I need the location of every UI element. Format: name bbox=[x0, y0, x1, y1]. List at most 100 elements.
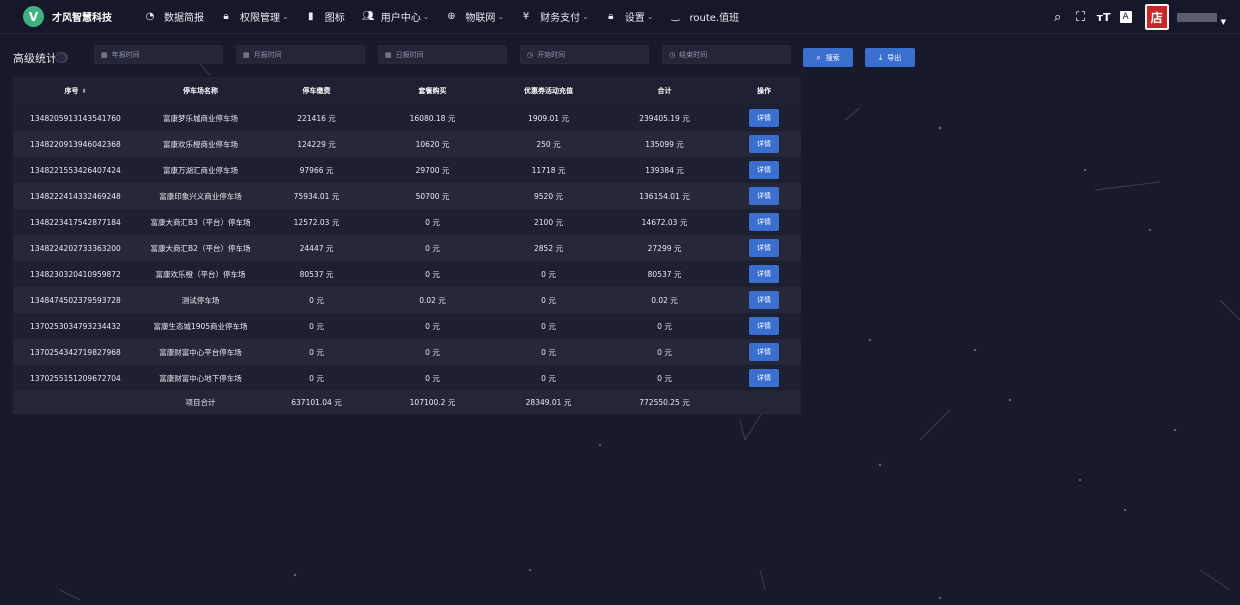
detail-button[interactable]: 详情 bbox=[749, 291, 779, 309]
brand[interactable]: V 才风智慧科技 bbox=[23, 6, 145, 27]
table-footer-row: 项目合计 637101.04 元 107100.2 元 28349.01 元 7… bbox=[13, 391, 801, 414]
day-report-input[interactable] bbox=[395, 50, 496, 59]
cell-total: 135099 元 bbox=[645, 139, 684, 149]
cell-name: 富康印象兴义商业停车场 bbox=[159, 191, 242, 201]
brand-name: 才风智慧科技 bbox=[52, 13, 112, 24]
calendar-icon: ▦ bbox=[101, 50, 108, 59]
top-navigation-bar: V 才风智慧科技 ◔ 数据简报 🔒︎ 权限管理 ⌄ ▮ 图标 👥︎ 用户中心 ⌄ ⊕ 物联网 ⌄ ¥ 财务支… bbox=[0, 0, 1240, 34]
cell-id: 1348220913946042368 bbox=[30, 139, 121, 149]
year-report-date-picker[interactable]: ▦ bbox=[94, 45, 223, 64]
cell-total: 80537 元 bbox=[647, 269, 682, 279]
footer-grand-total: 772550.25 元 bbox=[639, 398, 690, 407]
nav-item-3[interactable]: 👥︎ 用户中心 ⌄ bbox=[362, 9, 430, 24]
year-report-input[interactable] bbox=[111, 50, 212, 59]
user-name-blurred[interactable] bbox=[1176, 12, 1217, 22]
nav-item-5[interactable]: ¥ 财务支付 ⌄ bbox=[521, 9, 589, 24]
nav-item-7[interactable]: ‿ route.值班 bbox=[671, 9, 739, 24]
cell-package: 10620 元 bbox=[415, 139, 450, 149]
cell-parking-fee: 12572.03 元 bbox=[293, 217, 340, 227]
cell-parking-fee: 97966 元 bbox=[299, 165, 334, 175]
cell-coupon: 1909.01 元 bbox=[528, 113, 569, 123]
cell-name: 富康欢乐橙（平台）停车场 bbox=[155, 269, 246, 279]
advanced-stats-toggle[interactable] bbox=[55, 52, 68, 63]
cell-action: 详情 bbox=[727, 339, 801, 365]
search-button[interactable]: ⌕ 搜索 bbox=[803, 48, 853, 67]
detail-button[interactable]: 详情 bbox=[749, 109, 779, 127]
cell-total: 14672.03 元 bbox=[641, 217, 688, 227]
end-time-picker[interactable]: ◷ bbox=[662, 45, 791, 64]
cell-name: 富康大商汇B2（平台）停车场 bbox=[150, 243, 251, 253]
export-button[interactable]: ⤓ 导出 bbox=[865, 48, 915, 67]
table-row: 1370254342719827968 富康财富中心平台停车场 0 元 0 元 0 元 0… bbox=[13, 339, 801, 365]
cell-total: 136154.01 元 bbox=[639, 191, 690, 201]
detail-button[interactable]: 详情 bbox=[749, 135, 779, 153]
cell-package: 50700 元 bbox=[415, 191, 450, 201]
footer-coupon-total: 28349.01 元 bbox=[525, 398, 572, 407]
nav-item-label: 权限管理 bbox=[240, 13, 280, 24]
month-report-date-picker[interactable]: ▦ bbox=[236, 45, 365, 64]
detail-button[interactable]: 详情 bbox=[749, 187, 779, 205]
nav-item-label: 用户中心 bbox=[380, 13, 421, 24]
cell-id: 1370255151209672704 bbox=[30, 373, 121, 383]
cell-name: 测试停车场 bbox=[181, 295, 220, 305]
cell-total: 0 元 bbox=[657, 321, 672, 331]
column-header-id[interactable]: 序号 ⬍ bbox=[64, 87, 87, 95]
calendar-icon: ▦ bbox=[243, 50, 250, 59]
detail-button[interactable]: 详情 bbox=[749, 265, 779, 283]
cell-name: 富康大商汇B3（平台）停车场 bbox=[150, 217, 251, 227]
cell-package: 16080.18 元 bbox=[409, 113, 456, 123]
user-menu-caret-icon[interactable]: ▼ bbox=[1220, 18, 1226, 26]
search-icon[interactable]: ⌕ bbox=[1053, 9, 1062, 25]
end-time-input[interactable] bbox=[679, 50, 780, 59]
column-header-coupon: 优惠券活动充值 bbox=[524, 87, 573, 95]
footer-label: 项目合计 bbox=[185, 398, 216, 407]
cell-total: 239405.19 元 bbox=[639, 113, 690, 123]
cell-parking-fee: 0 元 bbox=[309, 373, 324, 383]
yen-icon: ¥ bbox=[522, 11, 530, 22]
icon-icon: ▮ bbox=[307, 11, 314, 22]
month-report-input[interactable] bbox=[253, 50, 354, 59]
nav-item-0[interactable]: ◔ 数据简报 bbox=[145, 9, 204, 24]
download-icon: ⤓ bbox=[878, 52, 883, 62]
detail-button[interactable]: 详情 bbox=[749, 239, 779, 257]
cell-package: 29700 元 bbox=[415, 165, 450, 175]
cell-action: 详情 bbox=[727, 287, 801, 313]
nav-item-label: 数据简报 bbox=[164, 13, 204, 24]
table-row: 1348205913143541760 富康梦乐城商业停车场 221416 元 160… bbox=[13, 105, 801, 131]
cell-package: 0 元 bbox=[425, 347, 440, 357]
cell-parking-fee: 75934.01 元 bbox=[293, 191, 340, 201]
nav-item-label: 物联网 bbox=[465, 13, 496, 24]
cell-parking-fee: 80537 元 bbox=[299, 269, 334, 279]
cell-id: 1348221553426407424 bbox=[30, 165, 121, 175]
cell-name: 富康财富中心地下停车场 bbox=[159, 373, 242, 383]
chevron-down-icon: ⌄ bbox=[497, 12, 505, 21]
filter-bar: 高级统计 ▦ ▦ ▦ ◷ ◷ ⌕ 搜索 ⤓ 导出 bbox=[0, 44, 1240, 70]
nav-item-4[interactable]: ⊕ 物联网 ⌄ bbox=[446, 9, 504, 24]
start-time-picker[interactable]: ◷ bbox=[520, 45, 649, 64]
day-report-date-picker[interactable]: ▦ bbox=[378, 45, 507, 64]
chevron-down-icon: ⌄ bbox=[422, 12, 430, 21]
sort-icon[interactable]: ⬍ bbox=[81, 88, 87, 95]
translate-icon[interactable]: A bbox=[1119, 11, 1132, 23]
cell-coupon: 11718 元 bbox=[531, 165, 566, 175]
avatar[interactable]: 店 bbox=[1144, 4, 1169, 30]
cell-action: 详情 bbox=[727, 365, 801, 391]
detail-button[interactable]: 详情 bbox=[749, 161, 779, 179]
detail-button[interactable]: 详情 bbox=[749, 317, 779, 335]
table-row: 1348221553426407424 富康万湖汇商业停车场 97966 元 2970… bbox=[13, 157, 801, 183]
nav-item-1[interactable]: 🔒︎ 权限管理 ⌄ bbox=[221, 9, 288, 24]
cell-total: 0 元 bbox=[657, 347, 672, 357]
column-header-name: 停车场名称 bbox=[183, 87, 218, 95]
detail-button[interactable]: 详情 bbox=[749, 343, 779, 361]
detail-button[interactable]: 详情 bbox=[749, 213, 779, 231]
detail-button[interactable]: 详情 bbox=[749, 369, 779, 387]
fullscreen-icon[interactable]: ⛶ bbox=[1076, 9, 1086, 25]
start-time-input[interactable] bbox=[537, 50, 638, 59]
font-size-icon[interactable]: ᴛT bbox=[1096, 10, 1111, 24]
nav-item-2[interactable]: ▮ 图标 bbox=[306, 9, 345, 24]
main-menu: ◔ 数据简报 🔒︎ 权限管理 ⌄ ▮ 图标 👥︎ 用户中心 ⌄ ⊕ 物联网 ⌄ ¥ 财务支付 ⌄ 🔒︎ 设置 ⌄ ‿ r… bbox=[145, 9, 756, 24]
table-row: 1348224202733363200 富康大商汇B2（平台）停车场 24447 元… bbox=[13, 235, 801, 261]
nav-item-6[interactable]: 🔒︎ 设置 ⌄ bbox=[606, 9, 653, 24]
user-icon: 👥︎ bbox=[361, 11, 375, 22]
footer-parking-total: 637101.04 元 bbox=[291, 398, 342, 407]
